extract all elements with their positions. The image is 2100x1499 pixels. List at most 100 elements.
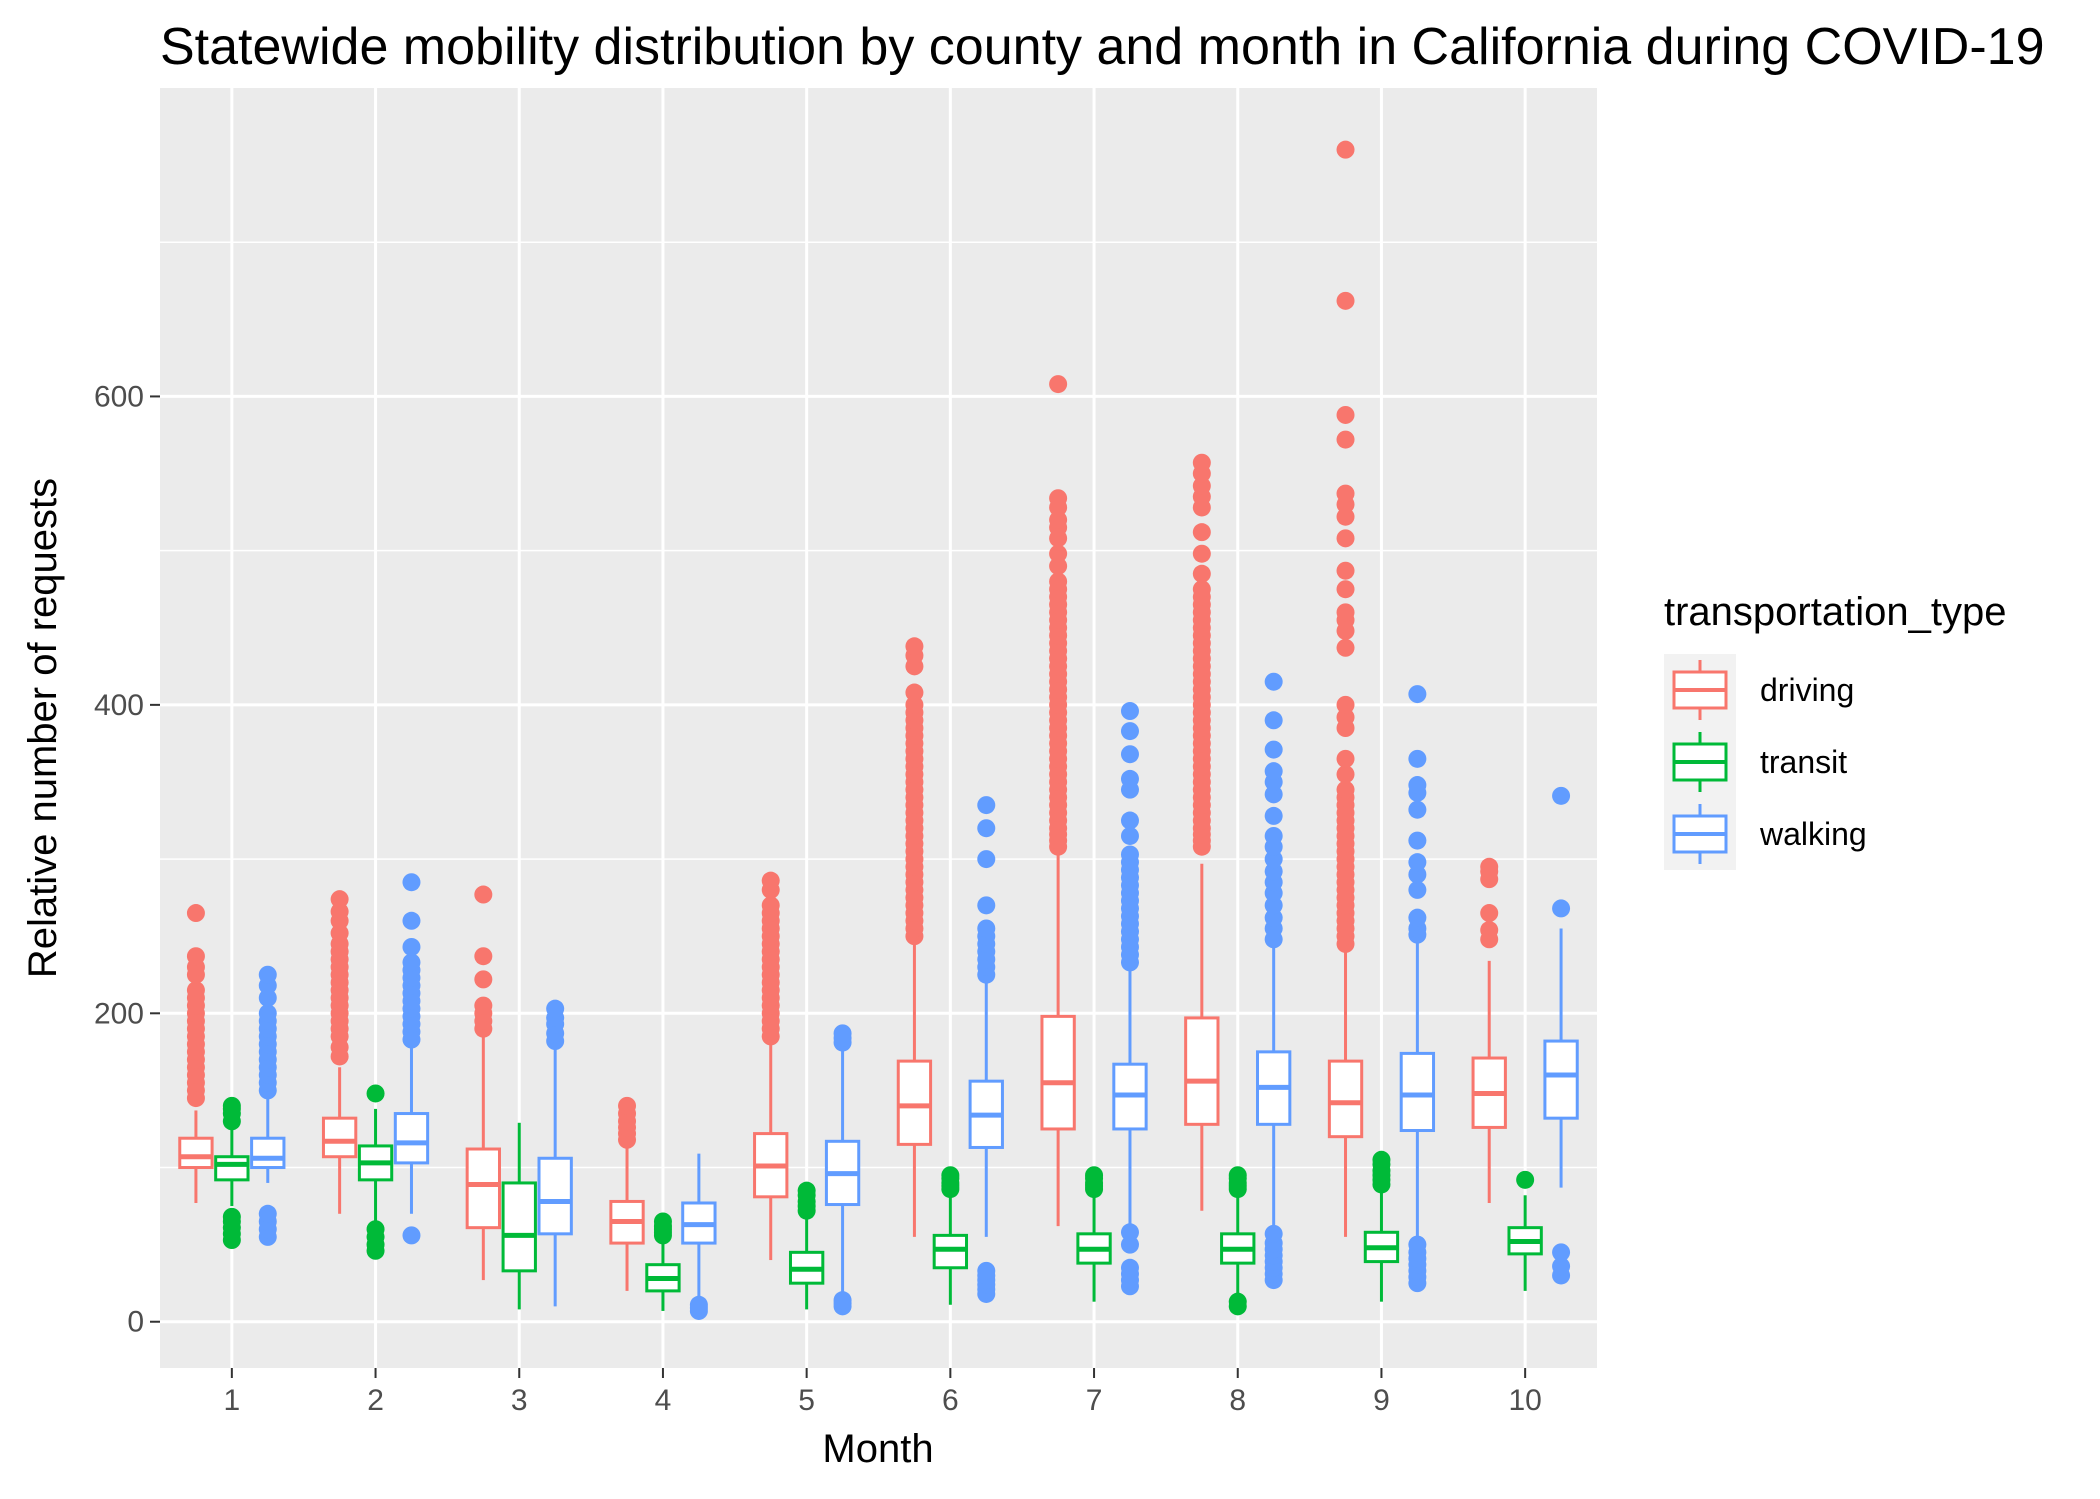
- box-iqr: [501, 1181, 537, 1273]
- outlier-point: [1085, 1166, 1104, 1185]
- y-tick-label: 600: [94, 380, 144, 413]
- outlier-point: [761, 896, 780, 915]
- outlier-point: [1408, 908, 1427, 927]
- outlier-point: [1408, 776, 1427, 795]
- outlier-point: [1552, 899, 1571, 918]
- outlier-point: [1120, 745, 1139, 764]
- x-tick-label: 1: [224, 1384, 241, 1417]
- box-transit-month-4: [645, 1212, 681, 1311]
- box-walking-month-8: [1256, 672, 1292, 1290]
- legend-key-driving: driving: [1672, 660, 1854, 720]
- outlier-point: [977, 850, 996, 869]
- outlier-point: [1192, 564, 1211, 583]
- outlier-point: [1264, 672, 1283, 691]
- outlier-point: [1192, 523, 1211, 542]
- outlier-point: [1192, 580, 1211, 599]
- outlier-point: [474, 885, 493, 904]
- box-iqr: [321, 1116, 358, 1159]
- x-tick-label: 6: [942, 1384, 959, 1417]
- outlier-point: [1120, 1223, 1139, 1242]
- x-tick-label: 5: [798, 1384, 815, 1417]
- outlier-point: [1264, 785, 1283, 804]
- outlier-point: [258, 988, 277, 1007]
- box-iqr: [393, 1112, 430, 1165]
- legend-key-transit: transit: [1672, 732, 1847, 792]
- outlier-point: [689, 1295, 708, 1314]
- x-tick-label: 10: [1508, 1384, 1541, 1417]
- box-driving-month-2: [321, 890, 358, 1214]
- outlier-point: [1336, 765, 1355, 784]
- outlier-point: [1336, 430, 1355, 449]
- box-driving-month-8: [1184, 453, 1220, 1211]
- outlier-point: [905, 683, 924, 702]
- y-tick-label: 0: [127, 1306, 144, 1339]
- chart-title: Statewide mobility distribution by count…: [160, 18, 2045, 76]
- outlier-point: [1372, 1150, 1391, 1169]
- legend-label-driving: driving: [1760, 672, 1854, 708]
- outlier-point: [402, 937, 421, 956]
- box-transit-month-9: [1363, 1150, 1400, 1302]
- box-layer: [178, 140, 1579, 1320]
- legend: transportation_type driving transit walkin…: [1664, 590, 2006, 870]
- outlier-point: [1336, 580, 1355, 599]
- x-tick-label: 2: [367, 1384, 384, 1417]
- outlier-point: [222, 1207, 241, 1226]
- box-iqr: [1040, 1014, 1076, 1131]
- box-driving-month-6: [896, 637, 933, 1237]
- outlier-point: [402, 873, 421, 892]
- outlier-point: [366, 1084, 385, 1103]
- box-transit-month-5: [788, 1181, 825, 1310]
- outlier-point: [1516, 1170, 1535, 1189]
- box-transit-month-8: [1220, 1166, 1256, 1316]
- outlier-point: [1264, 908, 1283, 927]
- outlier-point: [977, 919, 996, 938]
- outlier-point: [1408, 685, 1427, 704]
- outlier-point: [1552, 1257, 1571, 1276]
- box-iqr: [896, 1059, 933, 1146]
- outlier-point: [1264, 896, 1283, 915]
- outlier-point: [1480, 921, 1499, 940]
- outlier-point: [1049, 510, 1068, 529]
- outlier-point: [1264, 806, 1283, 825]
- outlier-point: [1480, 857, 1499, 876]
- legend-key-walking: walking: [1672, 804, 1867, 864]
- outlier-point: [330, 902, 349, 921]
- outlier-point: [1120, 1258, 1139, 1277]
- outlier-point: [1192, 544, 1211, 563]
- outlier-point: [1264, 862, 1283, 881]
- x-axis: 1 2 3 4 5 6 7 8 9 10: [224, 1368, 1542, 1417]
- box-iqr: [1184, 1016, 1220, 1126]
- outlier-point: [1120, 722, 1139, 741]
- outlier-point: [258, 1004, 277, 1023]
- box-walking-month-6: [968, 796, 1004, 1303]
- outlier-point: [402, 911, 421, 930]
- y-axis: 0 200 400 600: [94, 380, 160, 1339]
- outlier-point: [330, 890, 349, 909]
- outlier-point: [1192, 453, 1211, 472]
- outlier-point: [833, 1024, 852, 1043]
- x-tick-label: 3: [511, 1384, 528, 1417]
- outlier-point: [1336, 529, 1355, 548]
- outlier-point: [1228, 1166, 1247, 1185]
- outlier-point: [905, 695, 924, 714]
- outlier-point: [1120, 769, 1139, 788]
- outlier-point: [474, 996, 493, 1015]
- outlier-point: [1408, 853, 1427, 872]
- box-transit-month-1: [214, 1096, 250, 1249]
- box-driving-month-10: [1471, 857, 1507, 1203]
- outlier-point: [1049, 375, 1068, 394]
- outlier-point: [1120, 811, 1139, 830]
- outlier-point: [186, 981, 205, 1000]
- outlier-point: [1336, 140, 1355, 159]
- box-walking-month-5: [824, 1024, 861, 1316]
- outlier-point: [977, 819, 996, 838]
- outlier-point: [1552, 1243, 1571, 1262]
- outlier-point: [258, 965, 277, 984]
- outlier-point: [222, 1096, 241, 1115]
- x-tick-label: 7: [1086, 1384, 1103, 1417]
- outlier-point: [366, 1220, 385, 1239]
- outlier-point: [1264, 826, 1283, 845]
- outlier-point: [618, 1096, 637, 1115]
- outlier-point: [1552, 786, 1571, 805]
